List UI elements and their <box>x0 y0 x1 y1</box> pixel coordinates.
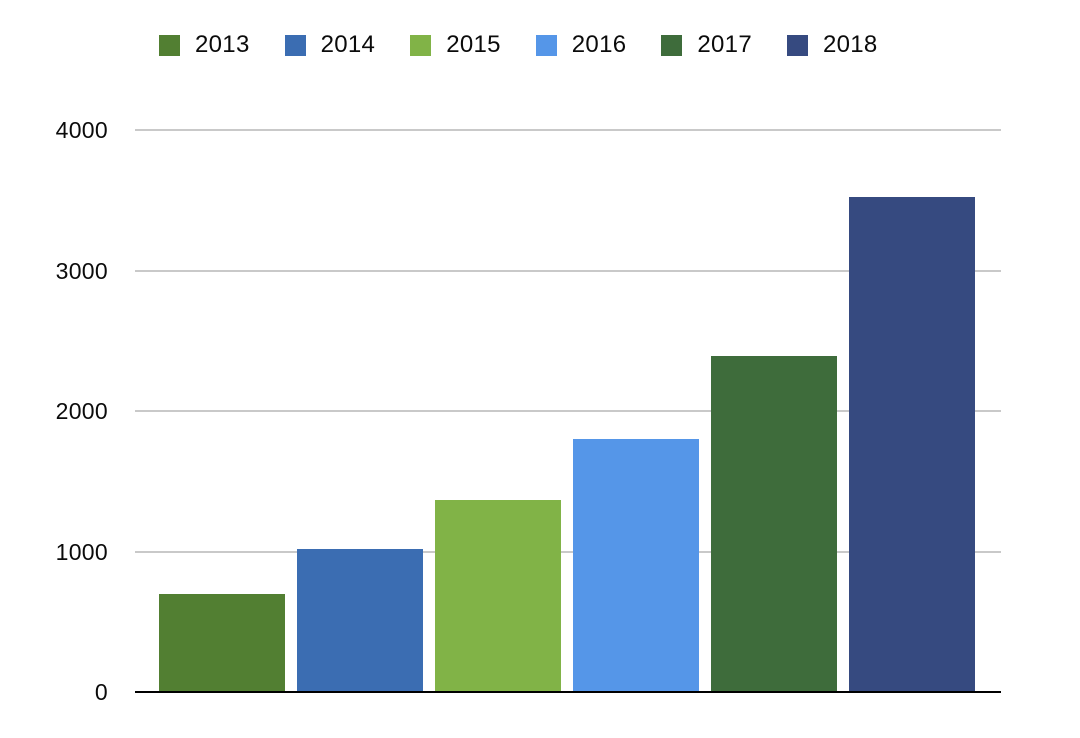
bar-2016 <box>573 439 699 691</box>
legend-label-2018: 2018 <box>822 31 878 58</box>
legend-swatch-2018 <box>786 34 808 56</box>
legend-swatch-2015 <box>410 34 432 56</box>
legend-item-2016: 2016 <box>535 31 627 58</box>
bar-2013 <box>159 593 285 691</box>
y-axis-label-1000: 1000 <box>55 538 108 565</box>
gridline-2000 <box>135 410 1001 412</box>
x-axis-line <box>135 691 1001 693</box>
y-axis-label-4000: 4000 <box>55 117 108 143</box>
gridline-3000 <box>135 269 1001 272</box>
y-axis-label-0: 0 <box>94 679 108 705</box>
legend: 2013 2014 2015 2016 2017 2018 <box>159 33 878 57</box>
legend-swatch-2013 <box>159 34 180 56</box>
legend-label-2015: 2015 <box>446 31 501 58</box>
bar-2017 <box>711 356 837 691</box>
bar-2015 <box>435 499 561 691</box>
legend-item-2014: 2014 <box>284 31 376 58</box>
legend-swatch-2014 <box>284 34 306 56</box>
legend-item-2015: 2015 <box>410 33 501 57</box>
legend-label-2014: 2014 <box>320 31 376 58</box>
gridline-4000 <box>135 129 1001 131</box>
legend-label-2016: 2016 <box>571 31 627 58</box>
legend-label-2013: 2013 <box>195 31 250 58</box>
legend-swatch-2016 <box>535 34 557 56</box>
gridline-1000 <box>135 550 1001 553</box>
bar-2014 <box>297 548 423 691</box>
legend-label-2017: 2017 <box>697 31 752 58</box>
legend-swatch-2017 <box>661 34 683 56</box>
y-axis-label-2000: 2000 <box>55 398 108 424</box>
legend-item-2017: 2017 <box>661 33 752 57</box>
bar-2018 <box>849 197 975 691</box>
legend-item-2018: 2018 <box>786 31 878 58</box>
legend-item-2013: 2013 <box>159 33 250 57</box>
y-axis-label-3000: 3000 <box>55 257 108 284</box>
